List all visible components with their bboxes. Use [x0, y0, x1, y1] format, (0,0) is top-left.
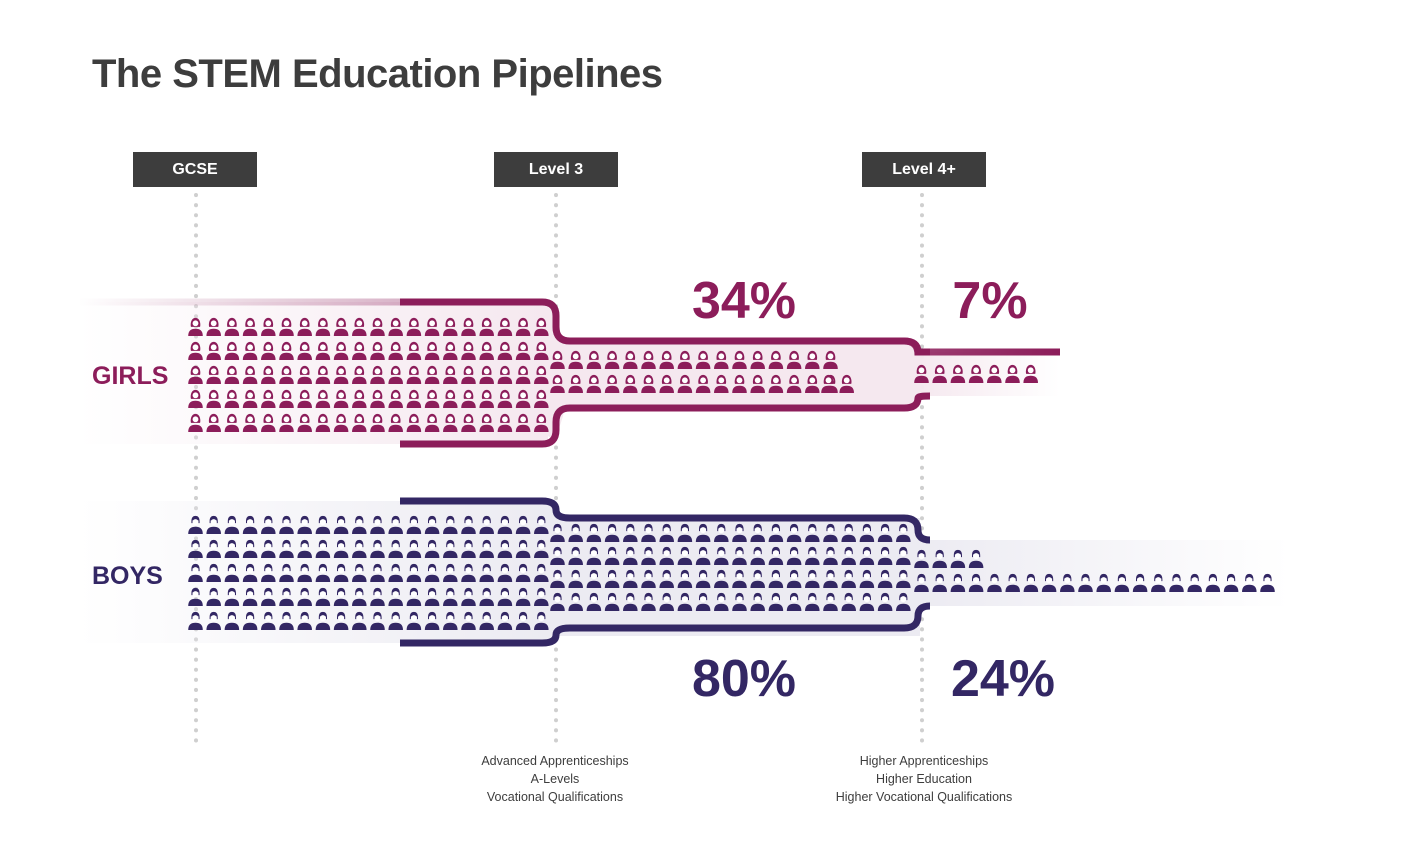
level-3-notes: Advanced Apprenticeships A-Levels Vocati… — [435, 752, 675, 806]
stage-label-level-4: Level 4+ — [862, 152, 986, 187]
level-4-notes: Higher Apprenticeships Higher Education … — [804, 752, 1044, 806]
level-3-note: Advanced Apprenticeships — [481, 754, 629, 768]
girls-pipe-bottom — [400, 392, 931, 448]
series-label-girls: GIRLS — [92, 362, 168, 390]
boys-pipe-bottom — [400, 602, 931, 647]
boys-level-3-percent: 80% — [692, 650, 796, 708]
boys-pipe-fill-out — [918, 540, 1290, 606]
boys-level-4-percent: 24% — [951, 650, 1055, 708]
girls-pipeline — [78, 298, 1060, 448]
girls-level-3-percent: 34% — [692, 272, 796, 330]
stage-label-gcse: GCSE — [133, 152, 257, 187]
chart-title: The STEM Education Pipelines — [92, 52, 663, 96]
level-3-note: A-Levels — [530, 772, 580, 786]
level-4-note: Higher Education — [876, 772, 972, 786]
level-4-note: Higher Vocational Qualifications — [835, 790, 1013, 804]
boys-pipe-top — [400, 497, 931, 544]
girls-level-4-percent: 7% — [952, 272, 1027, 330]
girls-pipe-top — [400, 298, 930, 356]
level-3-note: Vocational Qualifications — [486, 790, 624, 804]
girls-pipe-fill-out — [918, 352, 1060, 396]
level-4-note: Higher Apprenticeships — [859, 754, 989, 768]
stage-label-level-3: Level 3 — [494, 152, 618, 187]
girls-pipe-fill-mid — [546, 302, 918, 438]
series-label-boys: BOYS — [92, 562, 163, 590]
